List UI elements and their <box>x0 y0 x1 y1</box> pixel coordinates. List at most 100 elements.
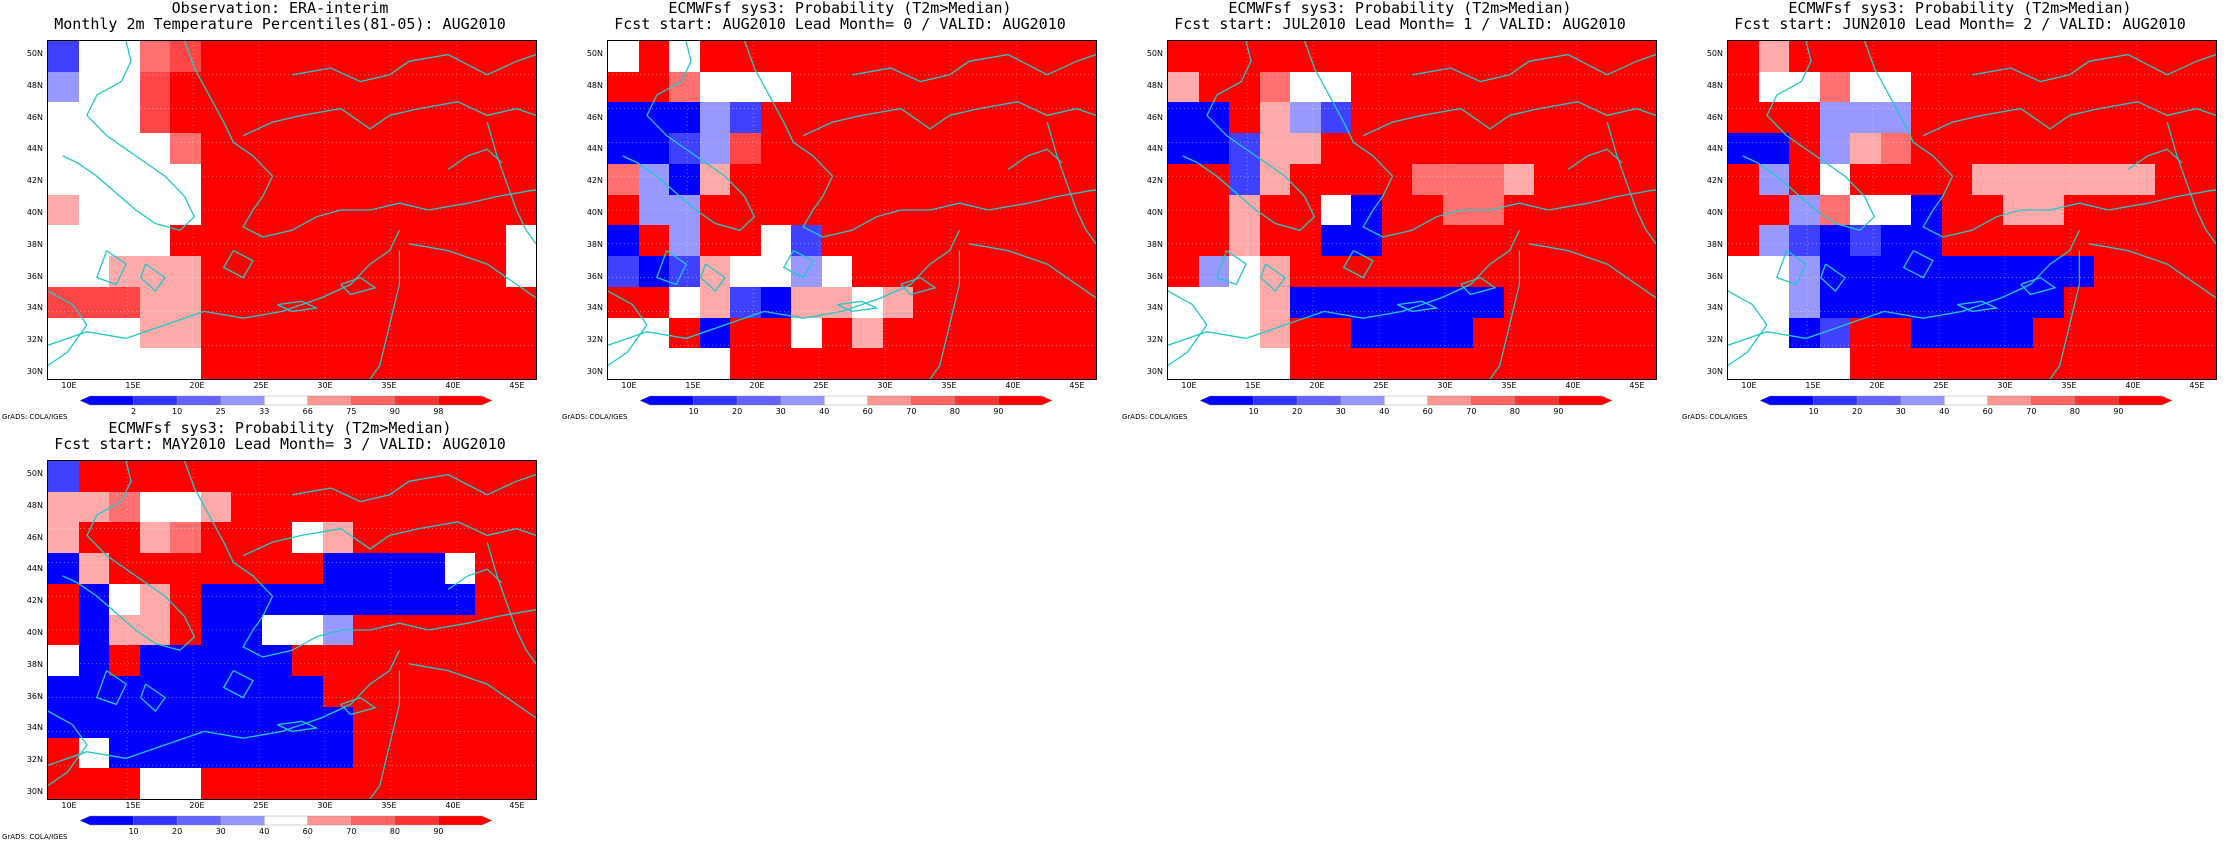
grid-cell <box>1819 102 1850 134</box>
grid-cell <box>1972 225 2003 257</box>
colorbar-segment <box>954 395 999 406</box>
grid-cell <box>1065 133 1096 164</box>
grid-cell <box>48 461 79 492</box>
panel-forecast-lead-0: ECMWFsf sys3: Probability (T2m>Median) F… <box>560 0 1120 421</box>
grid-cell <box>638 163 669 195</box>
grid-cell <box>913 317 944 349</box>
grid-cell <box>109 286 140 318</box>
longitude-tick-label: 10E <box>1181 381 1197 390</box>
coastline <box>1397 300 1439 313</box>
longitude-tick-label: 45E <box>1629 381 1645 390</box>
grid-cell <box>974 225 1005 257</box>
grid-cell <box>1503 286 1534 318</box>
grid-cell <box>292 102 323 134</box>
grid-cell <box>48 676 79 707</box>
colorbar-tick-label: 70 <box>2026 407 2037 416</box>
grid-cell <box>414 317 445 349</box>
grid-cell <box>1789 102 1820 134</box>
colorbar-tick-label: 30 <box>775 407 786 416</box>
colorbar-segment <box>780 395 825 406</box>
grid-cell <box>48 768 79 799</box>
grid-cell <box>608 256 639 287</box>
grid-cell <box>1290 348 1321 379</box>
grid-cell <box>791 225 822 257</box>
coastline <box>95 670 127 706</box>
colorbar-segment <box>176 815 221 826</box>
grid-cell <box>882 163 913 195</box>
grid-cell <box>48 522 79 554</box>
colorbar-segment <box>998 395 1052 406</box>
grid-cell <box>139 317 170 349</box>
map-plot <box>1167 40 1657 380</box>
panel-subtitle: Monthly 2m Temperature Percentiles(81-05… <box>54 15 506 33</box>
grid-cell <box>292 676 323 707</box>
colorbar-tick-label: 30 <box>215 827 226 836</box>
coastline <box>2127 148 2183 170</box>
grid-cell <box>109 102 140 134</box>
colorbar-tick-label: 80 <box>2069 407 2080 416</box>
grid-cell <box>292 163 323 195</box>
grid-cell <box>1035 317 1066 349</box>
coastline <box>929 250 961 379</box>
grid-cell <box>1941 348 1972 379</box>
longitude-tick-label: 30E <box>1437 381 1453 390</box>
grid-cell <box>475 706 506 738</box>
grid-cell <box>760 348 791 379</box>
grid-cell <box>1880 41 1911 72</box>
colorbar-segment <box>2074 395 2119 406</box>
grid-cell <box>1911 163 1942 195</box>
grid-cell <box>353 645 384 677</box>
colorbar-segment <box>736 395 781 406</box>
grid-cell <box>1442 133 1473 164</box>
grid-cell <box>1442 163 1473 195</box>
grid-cell <box>1503 41 1534 72</box>
longitude-tick-label: 40E <box>1565 381 1581 390</box>
coastline <box>2166 121 2216 245</box>
grid-cell <box>1065 348 1096 379</box>
latitude-tick-label: 36N <box>586 271 603 281</box>
grid-cell <box>760 41 791 72</box>
colorbar-segment <box>438 395 492 406</box>
grid-cell <box>322 317 353 349</box>
grid-cell <box>261 491 292 523</box>
grid-cell <box>475 317 506 349</box>
grid-cell <box>322 553 353 584</box>
grid-cell <box>1758 194 1789 226</box>
coastline <box>1922 101 2216 137</box>
grid-cell <box>2063 163 2094 195</box>
colorbar-tick-label: 30 <box>1335 407 1346 416</box>
colorbar-tick-label: 20 <box>732 407 743 416</box>
coastline <box>1007 148 1063 170</box>
colorbar-tick-label: 90 <box>1553 407 1564 416</box>
grid-cell <box>2155 133 2186 164</box>
grid-cell <box>322 583 353 615</box>
grid-cell <box>48 102 79 134</box>
grid-cell <box>200 163 231 195</box>
colorbar-tick-label: 60 <box>862 407 873 416</box>
colorbar-tick-label: 33 <box>259 407 270 416</box>
grid-cell <box>1198 41 1229 72</box>
grid-cell <box>48 163 79 195</box>
grid-cell <box>608 286 639 318</box>
longitude-tick-label: 10E <box>61 801 77 810</box>
grid-cell <box>109 706 140 738</box>
grid-cell <box>322 225 353 257</box>
grid-cell <box>2033 225 2064 257</box>
latitude-tick-label: 34N <box>1706 303 1723 313</box>
grid-cell <box>139 225 170 257</box>
grid-cell <box>974 348 1005 379</box>
grid-cell <box>2094 317 2125 349</box>
coastline <box>968 243 1096 299</box>
latitude-tick-label: 32N <box>26 335 43 345</box>
grid-cell <box>1381 102 1412 134</box>
grid-cell <box>699 71 730 103</box>
grid-cell <box>231 461 262 492</box>
colorbar-tick-label: 90 <box>389 407 400 416</box>
grid-cell <box>1381 317 1412 349</box>
grid-cell <box>1972 317 2003 349</box>
grid-cell <box>1728 163 1759 195</box>
grid-cell <box>1351 41 1382 72</box>
grid-cell <box>669 348 700 379</box>
coastline <box>1460 276 1497 296</box>
grid-cell <box>353 737 384 769</box>
